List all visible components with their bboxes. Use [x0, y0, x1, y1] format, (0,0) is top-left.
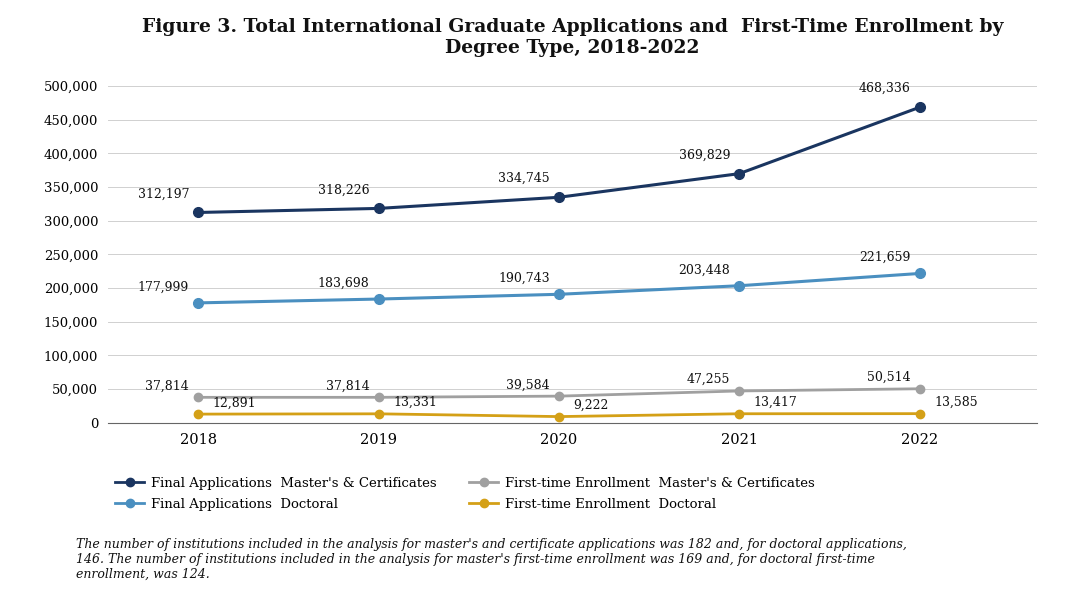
Title: Figure 3. Total International Graduate Applications and  First-Time Enrollment b: Figure 3. Total International Graduate A…: [141, 18, 1003, 57]
Legend: Final Applications  Master's & Certificates, Final Applications  Doctoral, First: Final Applications Master's & Certificat…: [110, 472, 820, 516]
Text: 47,255: 47,255: [687, 373, 730, 386]
Text: 37,814: 37,814: [326, 379, 369, 393]
Text: 9,222: 9,222: [573, 399, 609, 412]
Text: 183,698: 183,698: [318, 277, 369, 289]
Text: 12,891: 12,891: [213, 396, 256, 410]
Text: 312,197: 312,197: [137, 187, 189, 201]
Text: 39,584: 39,584: [507, 379, 550, 391]
Text: 318,226: 318,226: [318, 183, 369, 196]
Text: 13,331: 13,331: [393, 396, 436, 409]
Text: 334,745: 334,745: [498, 172, 550, 185]
Text: 190,743: 190,743: [498, 272, 550, 285]
Text: 50,514: 50,514: [867, 371, 910, 384]
Text: The number of institutions included in the analysis for master's and certificate: The number of institutions included in t…: [76, 538, 906, 580]
Text: 177,999: 177,999: [138, 280, 189, 294]
Text: 468,336: 468,336: [859, 82, 910, 95]
Text: 13,417: 13,417: [754, 396, 797, 409]
Text: 13,585: 13,585: [934, 396, 977, 409]
Text: 369,829: 369,829: [678, 149, 730, 161]
Text: 37,814: 37,814: [146, 379, 189, 393]
Text: 221,659: 221,659: [860, 251, 910, 264]
Text: 203,448: 203,448: [678, 263, 730, 276]
